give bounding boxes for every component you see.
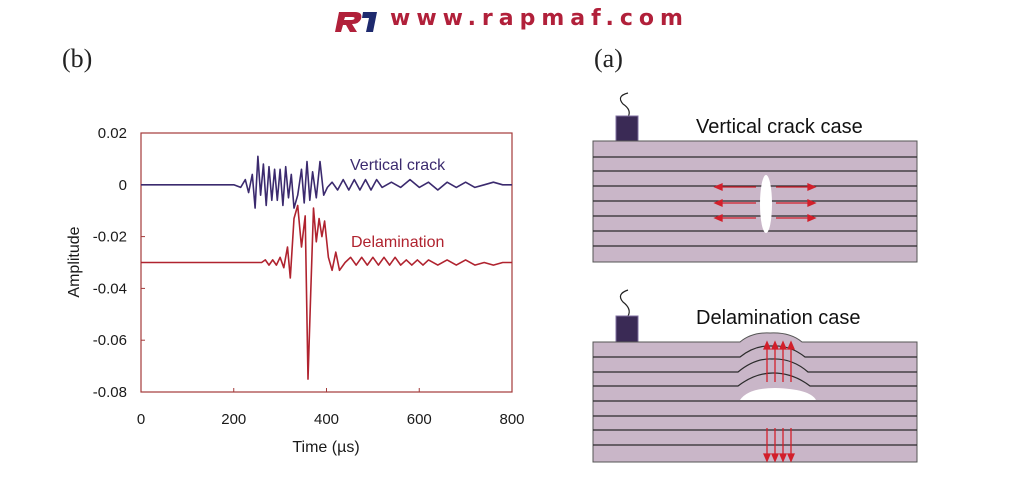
y-tick-label: -0.08: [93, 384, 127, 401]
signal-chart: 0 200 400 600 800 0.020-0.02-0.04-0.06-0.08 …: [66, 125, 525, 456]
delamination-case-title: Delamination case: [696, 307, 861, 329]
vertical-crack-case: Vertical crack case: [592, 92, 918, 263]
sensor-cable-bottom: [619, 289, 630, 317]
site-url-text[interactable]: www.rapmaf.com: [390, 6, 689, 31]
x-axis: 0 200 400 600 800: [137, 388, 525, 428]
x-axis-title: Time (µs): [292, 439, 359, 456]
transmission-arrows-bottom-down: [763, 428, 795, 463]
x-tick-label: 600: [407, 411, 432, 428]
series-layer: [141, 155, 512, 380]
brand-logo-icon: [335, 12, 377, 32]
reflection-arrows-top: [713, 183, 817, 222]
panel-b-label: (b): [62, 44, 93, 73]
delamination-gap: [740, 388, 816, 400]
ply-lines-bottom: [593, 345, 917, 446]
reflection-arrows-bottom-up: [763, 340, 795, 382]
y-axis: 0.02 0 -0.02 -0.04 -0.06 -0.08: [93, 125, 145, 401]
series-line-delamination: [141, 204, 512, 380]
y-tick-label: -0.06: [93, 332, 127, 349]
y-tick-label: -0.02: [93, 229, 127, 246]
series-line-vertical-crack: [141, 155, 512, 209]
series-label-vertical-crack: Vertical crack: [350, 157, 446, 174]
series-label-delamination: Delamination: [351, 234, 444, 251]
y-tick-label: -0.04: [93, 280, 127, 297]
x-tick-label: 200: [221, 411, 246, 428]
sensor-top: [615, 115, 639, 142]
site-header: www.rapmaf.com: [0, 0, 1024, 40]
vertical-crack: [760, 175, 772, 233]
sensor-bottom: [615, 315, 639, 343]
x-tick-label: 800: [499, 411, 524, 428]
x-tick-label: 400: [314, 411, 339, 428]
y-axis-title: Amplitude: [66, 226, 83, 297]
y-tick-label: 0.02: [98, 125, 127, 142]
ply-lines-top: [593, 156, 917, 247]
y-tick-label: 0: [119, 177, 127, 194]
vertical-crack-case-title: Vertical crack case: [696, 116, 863, 138]
sensor-cable-top: [619, 92, 630, 118]
x-tick-label: 0: [137, 411, 145, 428]
delamination-case: Delamination case: [592, 289, 918, 463]
panel-a-label: (a): [594, 44, 623, 73]
